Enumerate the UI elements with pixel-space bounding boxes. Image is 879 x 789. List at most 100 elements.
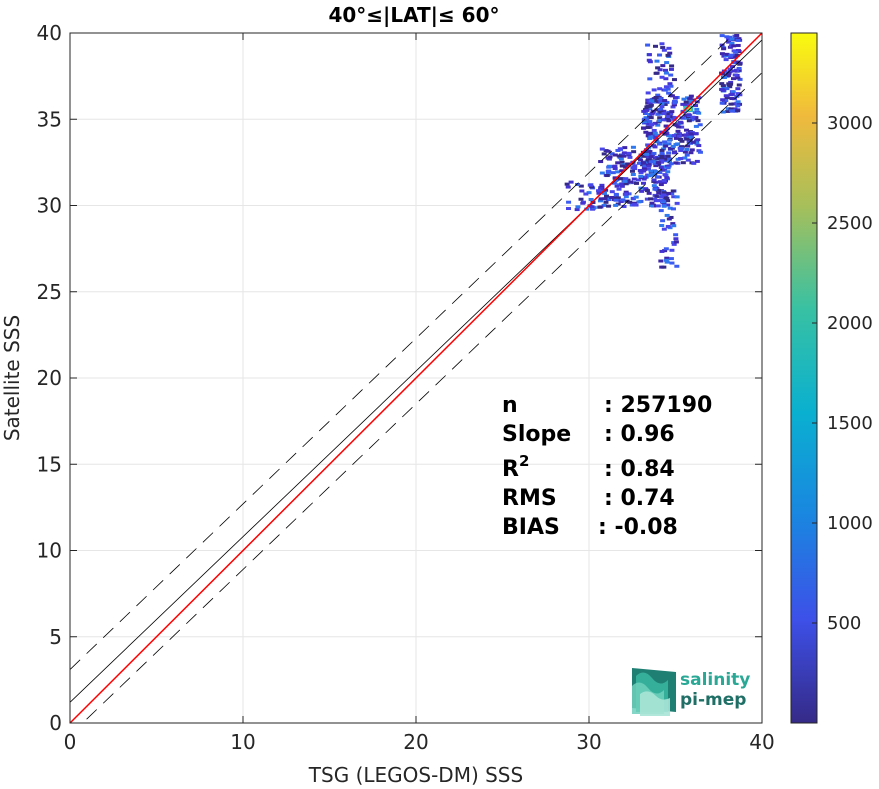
y-tick-label: 15 — [37, 452, 62, 476]
density-cell — [662, 157, 668, 161]
density-cell — [642, 120, 648, 124]
density-cell — [660, 118, 666, 122]
density-cell — [609, 165, 615, 169]
density-cell — [610, 171, 616, 175]
density-cell — [683, 133, 689, 137]
density-cell — [666, 217, 672, 221]
density-cell — [693, 141, 699, 145]
density-cell — [619, 164, 625, 168]
density-cell — [606, 157, 612, 161]
density-cell — [659, 102, 665, 106]
density-cell — [678, 157, 684, 161]
density-cell — [665, 154, 671, 158]
stat-n-value: : 257190 — [604, 393, 712, 418]
x-tick-label: 0 — [64, 730, 77, 754]
density-cell — [606, 204, 612, 208]
density-cell — [735, 109, 741, 113]
density-cell — [655, 123, 661, 127]
density-cell — [731, 44, 737, 48]
density-cell — [645, 122, 651, 126]
y-axis-label: Satellite SSS — [0, 315, 24, 441]
reference-lines — [70, 33, 762, 723]
density-cell — [662, 249, 668, 253]
density-cell — [665, 224, 671, 228]
density-cell — [736, 37, 742, 41]
density-cell — [658, 165, 664, 169]
density-cell — [664, 256, 670, 260]
density-cell — [653, 199, 659, 203]
density-cell — [732, 61, 738, 65]
density-cell — [693, 116, 699, 120]
density-cell — [679, 116, 685, 120]
chart-title: 40°≤|LAT|≤ 60° — [328, 3, 499, 27]
density-cell — [643, 148, 649, 152]
density-cell — [620, 198, 626, 202]
density-cell — [662, 132, 668, 136]
y-axis-ticks: 0 5 10 15 20 25 30 35 40 — [37, 21, 762, 735]
density-cell — [671, 103, 677, 107]
density-cell — [631, 150, 637, 154]
x-tick-label: 30 — [576, 730, 601, 754]
logo-line2: pi-mep — [680, 690, 746, 710]
density-cell — [621, 154, 627, 158]
density-cell — [734, 33, 740, 37]
density-cell — [731, 53, 737, 57]
density-cell — [660, 64, 666, 68]
density-cell — [602, 197, 608, 201]
density-cell — [683, 128, 689, 132]
density-cell — [668, 67, 674, 71]
density-cell — [666, 119, 672, 123]
density-cell — [613, 196, 619, 200]
density-cell — [737, 62, 743, 66]
density-cell — [651, 184, 657, 188]
density-cell — [671, 195, 677, 199]
density-cell — [655, 161, 661, 165]
density-cell — [725, 107, 731, 111]
density-cell — [597, 199, 603, 203]
density-cell — [626, 151, 632, 155]
density-cell — [729, 96, 735, 100]
density-cell — [638, 153, 644, 157]
density-cell — [603, 200, 609, 204]
density-cell — [653, 44, 659, 48]
density-cell — [584, 207, 590, 211]
density-cell — [683, 114, 689, 118]
density-cell — [599, 147, 605, 151]
density-cell — [661, 265, 667, 269]
density-cell — [653, 170, 659, 174]
density-cell — [682, 156, 688, 160]
density-cell — [617, 147, 623, 151]
density-cell — [658, 183, 664, 187]
density-cell — [644, 108, 650, 112]
density-cell — [612, 153, 618, 157]
density-cell — [621, 151, 627, 155]
identity-line — [70, 33, 762, 723]
colorbar-tick-label: 500 — [827, 613, 861, 634]
density-cell — [658, 259, 664, 263]
density-cell — [672, 123, 678, 127]
density-cell — [640, 150, 646, 154]
density-cell — [685, 158, 691, 162]
density-cell — [719, 34, 725, 38]
density-cell — [668, 146, 674, 150]
density-cell — [647, 101, 653, 105]
density-cell — [658, 209, 664, 213]
density-cell — [589, 205, 595, 209]
colorbar-tick-label: 1500 — [827, 413, 873, 434]
density-cell — [675, 129, 681, 133]
density-cell — [616, 187, 622, 191]
density-cell — [673, 237, 679, 241]
density-cell — [629, 169, 635, 173]
density-cell — [565, 185, 571, 189]
density-cell — [642, 164, 648, 168]
density-cell — [623, 165, 629, 169]
stat-r2-base: R — [502, 457, 519, 482]
density-cell — [735, 60, 741, 64]
density-cell — [597, 205, 603, 209]
density-cell — [664, 142, 670, 146]
density-cell — [631, 177, 637, 181]
density-cell — [676, 125, 682, 129]
density-cell — [664, 164, 670, 168]
density-cell — [615, 196, 621, 200]
density-cell — [630, 166, 636, 170]
